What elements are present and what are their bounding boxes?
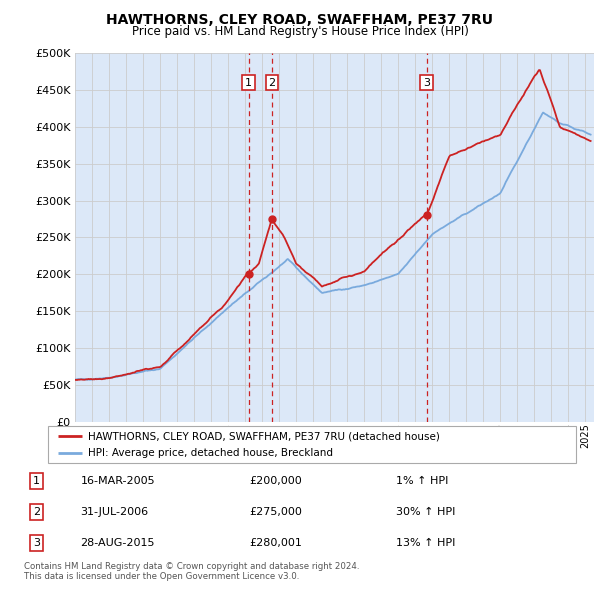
Text: Price paid vs. HM Land Registry's House Price Index (HPI): Price paid vs. HM Land Registry's House … (131, 25, 469, 38)
Text: 3: 3 (423, 78, 430, 87)
Text: HPI: Average price, detached house, Breckland: HPI: Average price, detached house, Brec… (88, 448, 332, 458)
Text: £275,000: £275,000 (250, 507, 302, 517)
Text: 1% ↑ HPI: 1% ↑ HPI (396, 476, 449, 486)
Text: 3: 3 (33, 538, 40, 548)
Text: HAWTHORNS, CLEY ROAD, SWAFFHAM, PE37 7RU (detached house): HAWTHORNS, CLEY ROAD, SWAFFHAM, PE37 7RU… (88, 431, 439, 441)
Text: 28-AUG-2015: 28-AUG-2015 (80, 538, 155, 548)
Text: £280,001: £280,001 (250, 538, 302, 548)
Text: £200,000: £200,000 (250, 476, 302, 486)
Text: 1: 1 (33, 476, 40, 486)
Text: 1: 1 (245, 78, 252, 87)
Text: 2: 2 (268, 78, 275, 87)
Text: 16-MAR-2005: 16-MAR-2005 (80, 476, 155, 486)
Text: Contains HM Land Registry data © Crown copyright and database right 2024.: Contains HM Land Registry data © Crown c… (24, 562, 359, 571)
Text: 2: 2 (33, 507, 40, 517)
Text: This data is licensed under the Open Government Licence v3.0.: This data is licensed under the Open Gov… (24, 572, 299, 581)
Text: 31-JUL-2006: 31-JUL-2006 (80, 507, 149, 517)
Text: HAWTHORNS, CLEY ROAD, SWAFFHAM, PE37 7RU: HAWTHORNS, CLEY ROAD, SWAFFHAM, PE37 7RU (107, 13, 493, 27)
Text: 30% ↑ HPI: 30% ↑ HPI (396, 507, 455, 517)
Text: 13% ↑ HPI: 13% ↑ HPI (396, 538, 455, 548)
